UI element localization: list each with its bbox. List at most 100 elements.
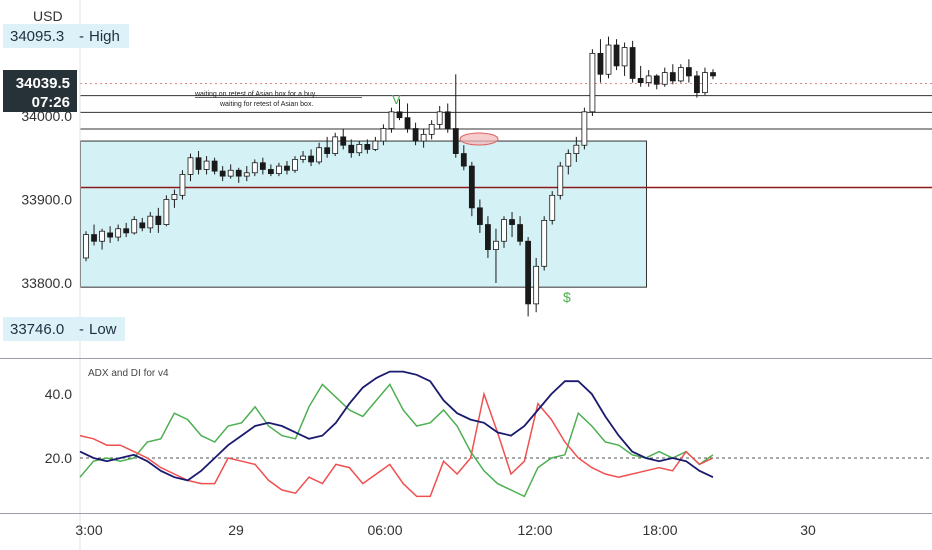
candle[interactable]: [597, 39, 604, 83]
candle[interactable]: [155, 207, 162, 233]
candle[interactable]: [259, 157, 266, 175]
candle[interactable]: [677, 64, 684, 83]
candle[interactable]: [509, 212, 515, 238]
high-tag[interactable]: 34095.3 - High: [3, 24, 129, 48]
low-tag[interactable]: 33746.0 - Low: [3, 317, 125, 341]
candle[interactable]: [694, 70, 700, 98]
candle[interactable]: [211, 157, 218, 175]
candle[interactable]: [396, 99, 403, 121]
candle[interactable]: [533, 257, 540, 313]
candle[interactable]: [308, 149, 314, 167]
candle[interactable]: [452, 74, 459, 158]
candle[interactable]: [187, 153, 194, 182]
candle[interactable]: [147, 212, 154, 233]
candle[interactable]: [589, 49, 596, 116]
current-price-tag[interactable]: 34039.5 07:26: [3, 70, 77, 112]
candle[interactable]: [468, 161, 475, 217]
candle[interactable]: [219, 166, 226, 182]
candle-body-down: [155, 215, 162, 225]
candle[interactable]: [629, 40, 636, 83]
candle[interactable]: [356, 141, 363, 157]
candle[interactable]: [420, 128, 427, 148]
candle[interactable]: [91, 224, 97, 246]
candle[interactable]: [549, 191, 556, 225]
candle[interactable]: [710, 69, 716, 80]
candle[interactable]: [428, 120, 435, 140]
candle[interactable]: [541, 216, 548, 271]
candle-body-up: [541, 219, 548, 267]
candle[interactable]: [404, 103, 411, 133]
candle[interactable]: [380, 124, 387, 146]
annotation-buy-note[interactable]: waiting on retest of Asian box for a buy…: [194, 91, 317, 98]
indicator-axis[interactable]: 40.0 20.0: [45, 386, 72, 466]
candle[interactable]: [702, 67, 708, 96]
candle[interactable]: [476, 199, 483, 233]
retest-highlight-ellipse[interactable]: [459, 132, 499, 146]
candle[interactable]: [83, 231, 89, 262]
candle[interactable]: [605, 36, 612, 79]
candle[interactable]: [557, 161, 564, 200]
candle[interactable]: [637, 65, 644, 87]
candle[interactable]: [292, 156, 298, 173]
candle[interactable]: [163, 195, 170, 227]
candle[interactable]: [171, 189, 178, 208]
candle[interactable]: [412, 122, 419, 146]
candle[interactable]: [227, 164, 234, 179]
candle[interactable]: [300, 151, 306, 163]
candle[interactable]: [613, 39, 620, 71]
candle[interactable]: [324, 136, 331, 158]
candle[interactable]: [332, 132, 339, 157]
candle[interactable]: [235, 167, 242, 183]
candle[interactable]: [284, 161, 290, 175]
candle[interactable]: [669, 64, 676, 85]
candle[interactable]: [661, 67, 668, 87]
candle[interactable]: [388, 107, 395, 133]
current-price-tag-bg: [3, 70, 77, 112]
candle[interactable]: [115, 224, 122, 242]
candle[interactable]: [621, 42, 628, 76]
candle[interactable]: [685, 59, 692, 83]
candle[interactable]: [179, 170, 186, 200]
candle[interactable]: [99, 228, 105, 250]
indicator-title[interactable]: ADX and DI for v4: [88, 368, 169, 379]
candle[interactable]: [251, 159, 258, 177]
time-label: 3:00: [75, 522, 102, 538]
candle[interactable]: [444, 103, 451, 133]
candle[interactable]: [460, 145, 467, 171]
candle[interactable]: [139, 217, 146, 232]
annotation-retest-note[interactable]: waiting for retest of Asian box.: [219, 101, 313, 108]
candle[interactable]: [581, 107, 588, 150]
candle[interactable]: [525, 237, 532, 317]
di-plus-line[interactable]: [79, 383, 714, 498]
candle[interactable]: [565, 149, 572, 175]
candle[interactable]: [276, 162, 282, 177]
candle[interactable]: [436, 105, 443, 129]
candle[interactable]: [372, 136, 379, 152]
candle[interactable]: [340, 128, 347, 150]
candle[interactable]: [573, 136, 580, 162]
candlestick-series: [83, 36, 716, 317]
candle-body-down: [195, 157, 202, 170]
candle[interactable]: [195, 151, 202, 175]
candle[interactable]: [203, 156, 210, 175]
candle[interactable]: [645, 70, 652, 87]
candle[interactable]: [517, 216, 523, 246]
candle[interactable]: [316, 142, 323, 165]
candle[interactable]: [493, 228, 499, 283]
candle[interactable]: [243, 166, 250, 182]
candle[interactable]: [348, 139, 355, 158]
adx-line[interactable]: [79, 370, 714, 482]
candle[interactable]: [485, 216, 491, 258]
candle[interactable]: [364, 139, 371, 154]
candle[interactable]: [653, 74, 660, 90]
candle-body-up: [131, 219, 138, 234]
candle-body-down: [694, 75, 700, 94]
time-axis[interactable]: 3:00 29 06:00 12:00 18:00 30: [75, 522, 816, 538]
candle[interactable]: [501, 216, 507, 248]
candle[interactable]: [123, 222, 130, 238]
low-tag-bg: [3, 317, 125, 341]
candle[interactable]: [267, 164, 274, 177]
candle[interactable]: [131, 216, 138, 235]
candle[interactable]: [107, 226, 114, 243]
